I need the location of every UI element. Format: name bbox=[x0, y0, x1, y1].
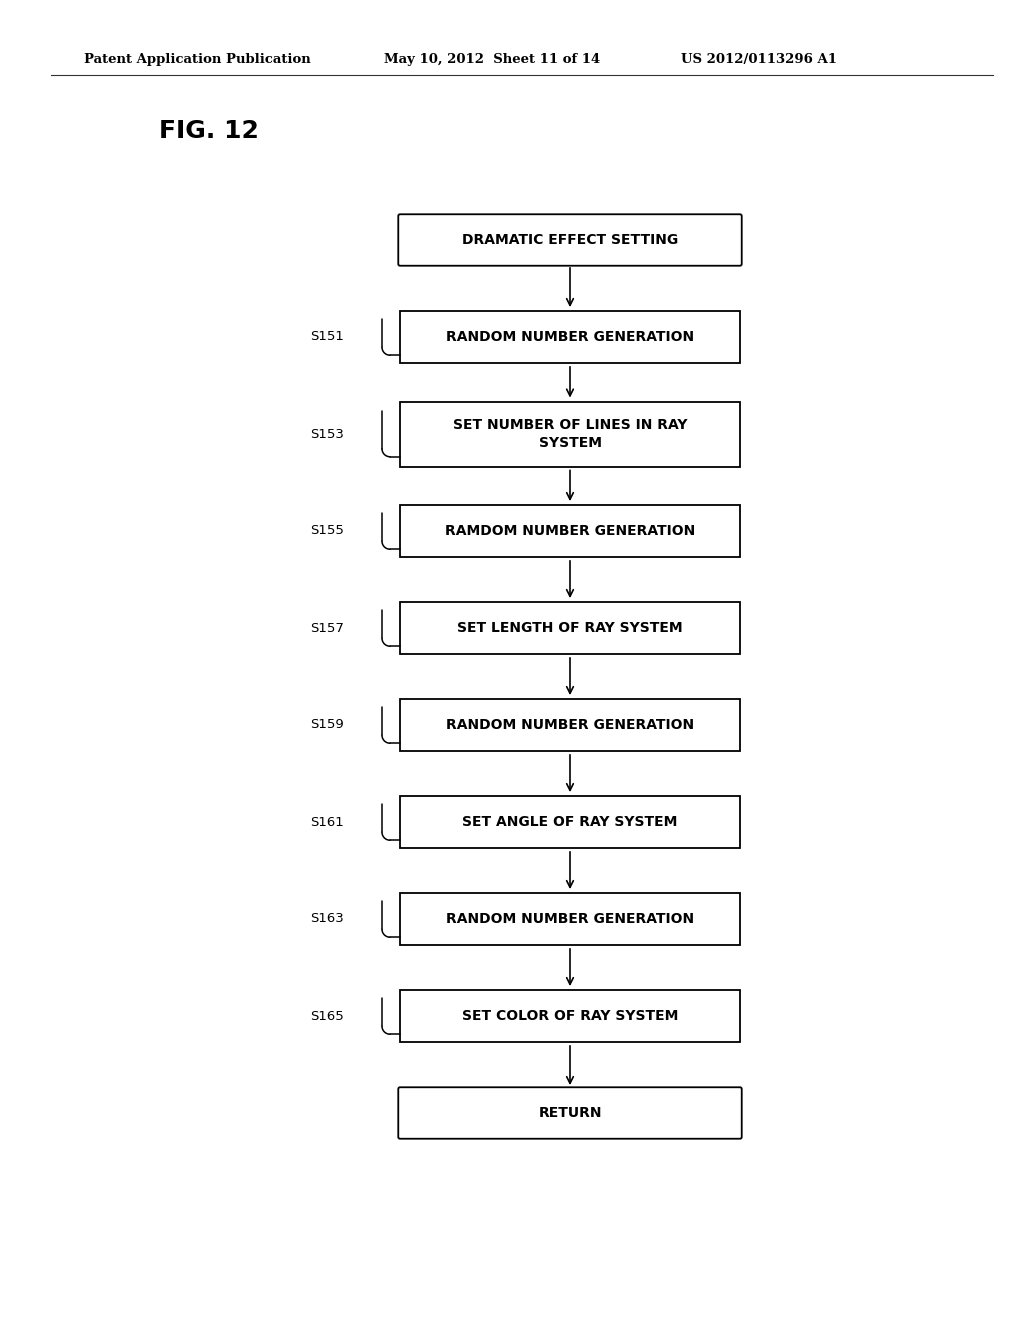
Bar bbox=[400, 990, 740, 1041]
Text: S165: S165 bbox=[310, 1010, 344, 1023]
Text: S155: S155 bbox=[310, 524, 344, 537]
Text: RANDOM NUMBER GENERATION: RANDOM NUMBER GENERATION bbox=[445, 718, 694, 733]
Bar bbox=[400, 700, 740, 751]
Text: US 2012/0113296 A1: US 2012/0113296 A1 bbox=[681, 53, 837, 66]
Text: S153: S153 bbox=[310, 428, 344, 441]
Text: May 10, 2012  Sheet 11 of 14: May 10, 2012 Sheet 11 of 14 bbox=[384, 53, 600, 66]
Bar bbox=[400, 401, 740, 466]
Text: SET ANGLE OF RAY SYSTEM: SET ANGLE OF RAY SYSTEM bbox=[462, 814, 678, 829]
Text: S163: S163 bbox=[310, 912, 344, 925]
Text: SET COLOR OF RAY SYSTEM: SET COLOR OF RAY SYSTEM bbox=[462, 1008, 678, 1023]
Text: S159: S159 bbox=[310, 718, 344, 731]
Bar bbox=[400, 602, 740, 653]
Text: S157: S157 bbox=[310, 622, 344, 635]
Text: FIG. 12: FIG. 12 bbox=[159, 119, 259, 143]
Text: RETURN: RETURN bbox=[539, 1106, 602, 1119]
Text: SET LENGTH OF RAY SYSTEM: SET LENGTH OF RAY SYSTEM bbox=[457, 620, 683, 635]
Bar bbox=[400, 894, 740, 945]
Bar bbox=[400, 506, 740, 557]
Text: SET NUMBER OF LINES IN RAY
SYSTEM: SET NUMBER OF LINES IN RAY SYSTEM bbox=[453, 418, 687, 450]
FancyBboxPatch shape bbox=[398, 1088, 741, 1139]
Bar bbox=[400, 312, 740, 363]
Text: RAMDOM NUMBER GENERATION: RAMDOM NUMBER GENERATION bbox=[444, 524, 695, 539]
Text: S161: S161 bbox=[310, 816, 344, 829]
Text: RANDOM NUMBER GENERATION: RANDOM NUMBER GENERATION bbox=[445, 330, 694, 345]
FancyBboxPatch shape bbox=[398, 214, 741, 265]
Text: RANDOM NUMBER GENERATION: RANDOM NUMBER GENERATION bbox=[445, 912, 694, 927]
Text: Patent Application Publication: Patent Application Publication bbox=[84, 53, 310, 66]
Text: S151: S151 bbox=[310, 330, 344, 343]
Bar bbox=[400, 796, 740, 847]
Text: DRAMATIC EFFECT SETTING: DRAMATIC EFFECT SETTING bbox=[462, 234, 678, 247]
